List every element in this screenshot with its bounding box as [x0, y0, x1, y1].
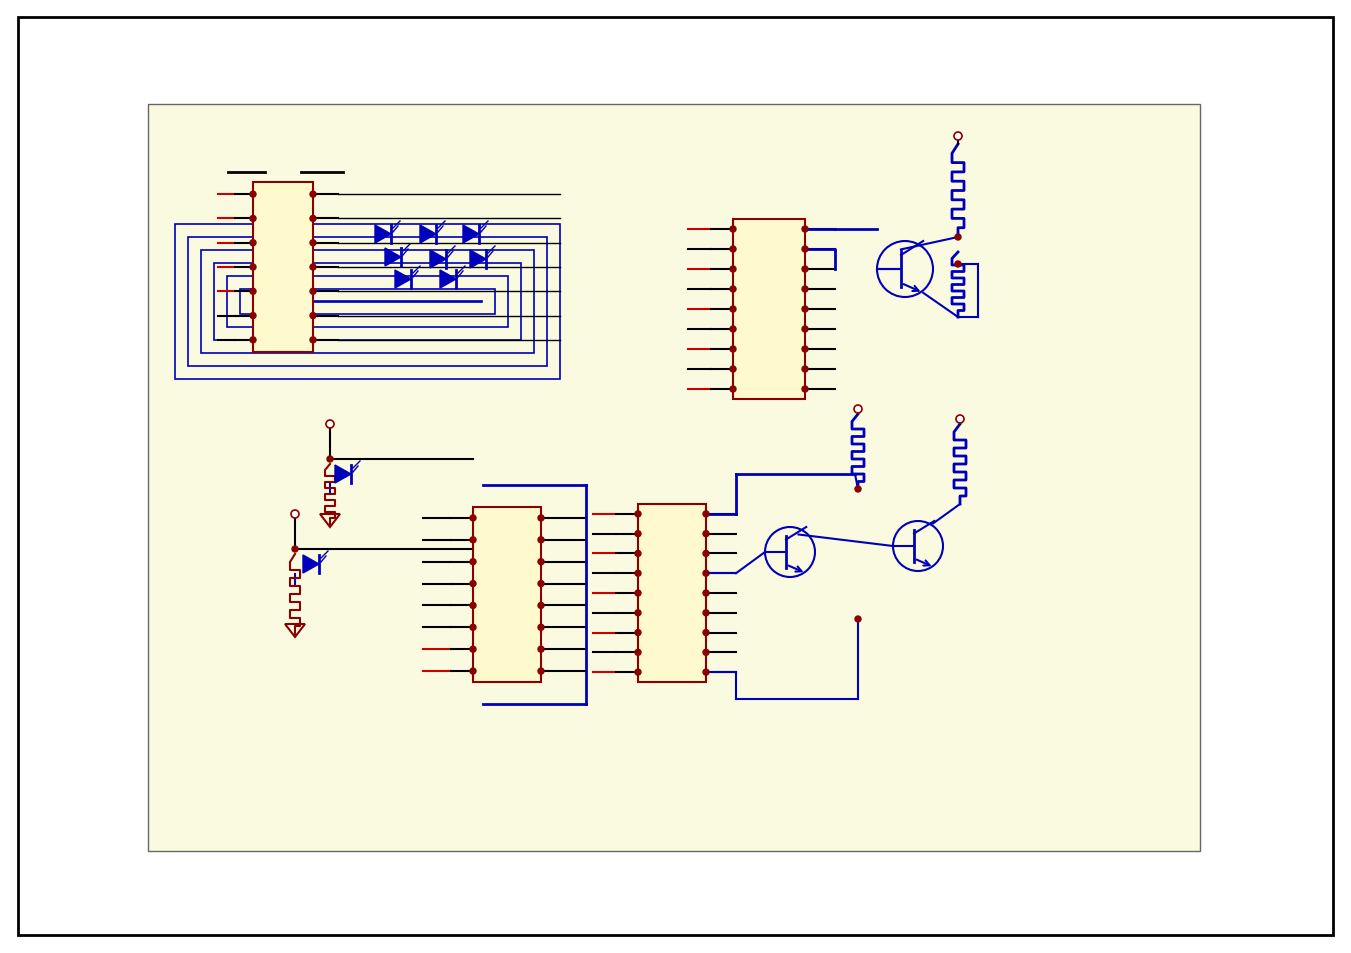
Circle shape	[954, 132, 962, 141]
Bar	[227, 276, 508, 328]
Circle shape	[703, 551, 709, 557]
Circle shape	[802, 287, 808, 293]
Bar	[253, 183, 313, 353]
Circle shape	[309, 216, 316, 222]
Circle shape	[309, 265, 316, 271]
Bar	[176, 225, 561, 379]
Circle shape	[703, 610, 709, 617]
Circle shape	[470, 646, 476, 653]
Circle shape	[703, 590, 709, 597]
Circle shape	[470, 537, 476, 543]
Polygon shape	[376, 226, 390, 244]
Circle shape	[730, 287, 736, 293]
Circle shape	[250, 265, 255, 271]
Circle shape	[635, 571, 640, 577]
Circle shape	[703, 630, 709, 636]
Circle shape	[635, 630, 640, 636]
Circle shape	[730, 387, 736, 393]
Circle shape	[802, 367, 808, 373]
Circle shape	[802, 327, 808, 333]
Bar	[201, 251, 534, 354]
Circle shape	[855, 486, 861, 493]
Polygon shape	[430, 251, 446, 269]
Circle shape	[957, 416, 965, 423]
Bar	[734, 220, 805, 399]
Circle shape	[538, 646, 544, 653]
Polygon shape	[385, 249, 401, 267]
Circle shape	[309, 192, 316, 198]
Circle shape	[955, 262, 961, 268]
Circle shape	[802, 307, 808, 313]
Circle shape	[635, 512, 640, 517]
Circle shape	[326, 420, 334, 429]
Circle shape	[802, 247, 808, 253]
Circle shape	[250, 314, 255, 319]
Circle shape	[309, 240, 316, 247]
Bar	[149, 105, 1200, 851]
Bar	[188, 237, 547, 367]
Circle shape	[470, 624, 476, 631]
Polygon shape	[440, 271, 457, 289]
Circle shape	[309, 314, 316, 319]
Polygon shape	[420, 226, 436, 244]
Polygon shape	[394, 271, 411, 289]
Circle shape	[538, 581, 544, 587]
Circle shape	[703, 531, 709, 537]
Polygon shape	[303, 556, 319, 574]
Circle shape	[635, 610, 640, 617]
Circle shape	[955, 234, 961, 241]
Circle shape	[635, 669, 640, 676]
Circle shape	[538, 624, 544, 631]
Circle shape	[635, 531, 640, 537]
Circle shape	[703, 669, 709, 676]
Circle shape	[703, 512, 709, 517]
Circle shape	[730, 247, 736, 253]
Circle shape	[802, 227, 808, 233]
Circle shape	[802, 347, 808, 353]
Bar	[253, 302, 482, 303]
Circle shape	[250, 240, 255, 247]
Circle shape	[250, 192, 255, 198]
Circle shape	[730, 267, 736, 273]
Circle shape	[290, 511, 299, 518]
Circle shape	[730, 367, 736, 373]
Bar	[638, 504, 707, 682]
Circle shape	[703, 571, 709, 577]
Circle shape	[538, 668, 544, 675]
Circle shape	[855, 617, 861, 622]
Circle shape	[470, 581, 476, 587]
Circle shape	[250, 289, 255, 295]
Circle shape	[538, 516, 544, 521]
Circle shape	[730, 307, 736, 313]
Bar	[213, 264, 521, 340]
Circle shape	[635, 590, 640, 597]
Bar	[240, 290, 494, 314]
Circle shape	[635, 650, 640, 656]
Circle shape	[292, 546, 299, 553]
Circle shape	[250, 337, 255, 343]
Circle shape	[730, 227, 736, 233]
Circle shape	[470, 559, 476, 565]
Polygon shape	[335, 465, 351, 483]
Circle shape	[309, 289, 316, 295]
Circle shape	[470, 668, 476, 675]
Circle shape	[327, 456, 332, 462]
Circle shape	[538, 603, 544, 609]
Circle shape	[538, 537, 544, 543]
Circle shape	[703, 650, 709, 656]
Circle shape	[730, 327, 736, 333]
Circle shape	[802, 267, 808, 273]
Circle shape	[635, 551, 640, 557]
Circle shape	[250, 216, 255, 222]
Bar	[473, 507, 540, 682]
Polygon shape	[463, 226, 480, 244]
Circle shape	[730, 347, 736, 353]
Circle shape	[854, 406, 862, 414]
Circle shape	[802, 387, 808, 393]
Circle shape	[309, 337, 316, 343]
Circle shape	[470, 603, 476, 609]
Polygon shape	[470, 251, 486, 269]
Circle shape	[538, 559, 544, 565]
Circle shape	[470, 516, 476, 521]
